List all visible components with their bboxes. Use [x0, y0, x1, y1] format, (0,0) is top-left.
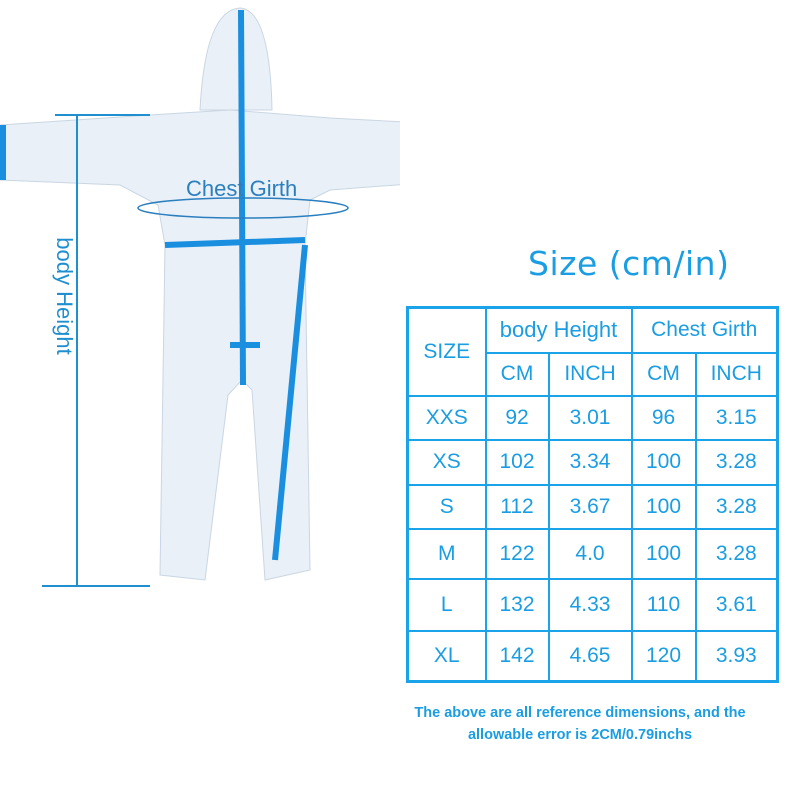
value-cell: 100 [630, 527, 697, 580]
size-cell: M [406, 527, 487, 580]
value-cell: 122 [484, 527, 550, 580]
group-header: Chest Girth [630, 306, 779, 354]
value-cell: 3.01 [547, 394, 633, 441]
value-cell: 120 [630, 629, 697, 683]
size-cell: XXS [406, 394, 487, 441]
value-cell: 112 [484, 483, 550, 530]
reference-note: The above are all reference dimensions, … [414, 705, 746, 743]
value-cell: 132 [484, 577, 550, 632]
size-cell: L [406, 577, 487, 632]
value-cell: 3.28 [694, 438, 779, 486]
unit-header: CM [484, 351, 550, 397]
size-header: SIZE [406, 306, 487, 397]
value-cell: 3.34 [547, 438, 633, 486]
value-cell: 3.93 [694, 629, 779, 683]
coverall-illustration [0, 7, 400, 587]
unit-header: CM [630, 351, 697, 397]
table-row: XL 142 4.65 120 3.93 [406, 629, 779, 683]
value-cell: 3.28 [694, 527, 779, 580]
chart-title: Size (cm/in) [528, 244, 730, 283]
group-header: body Height [484, 306, 633, 354]
body-height-label: body Height [52, 237, 77, 355]
value-cell: 100 [630, 438, 697, 486]
value-cell: 3.15 [694, 394, 779, 441]
size-cell: S [406, 483, 487, 530]
suit-body [0, 109, 400, 581]
value-cell: 4.33 [547, 577, 633, 632]
size-cell: XS [406, 438, 487, 486]
size-cell: XL [406, 629, 487, 683]
table-row: XXS 92 3.01 96 3.15 [406, 394, 779, 441]
table-row: XS 102 3.34 100 3.28 [406, 438, 779, 486]
hood [199, 7, 273, 111]
value-cell: 4.65 [547, 629, 633, 683]
value-cell: 92 [484, 394, 550, 441]
value-cell: 100 [630, 483, 697, 530]
chest-girth-ellipse [137, 197, 349, 219]
unit-header: INCH [547, 351, 633, 397]
value-cell: 4.0 [547, 527, 633, 580]
unit-header: INCH [694, 351, 779, 397]
value-cell: 3.28 [694, 483, 779, 530]
value-cell: 142 [484, 629, 550, 683]
table-row: S 112 3.67 100 3.28 [406, 483, 779, 530]
table-row: L 132 4.33 110 3.61 [406, 577, 779, 632]
value-cell: 110 [630, 577, 697, 632]
value-cell: 96 [630, 394, 697, 441]
value-cell: 3.61 [694, 577, 779, 632]
table-row: M 122 4.0 100 3.28 [406, 527, 779, 580]
chest-girth-label: Chest Girth [186, 176, 298, 201]
size-table: SIZE body Height Chest Girth CM INCH CM … [406, 306, 779, 683]
value-cell: 102 [484, 438, 550, 486]
value-cell: 3.67 [547, 483, 633, 530]
